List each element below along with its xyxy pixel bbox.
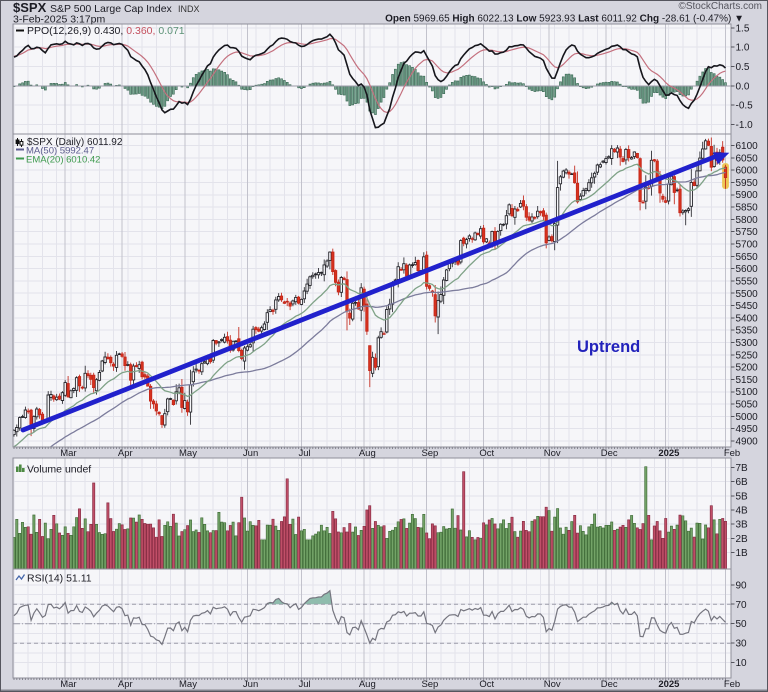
svg-text:5000: 5000 <box>736 412 759 423</box>
svg-text:-0.5: -0.5 <box>736 101 754 112</box>
svg-text:Jun: Jun <box>243 679 258 690</box>
svg-text:Feb: Feb <box>724 679 740 690</box>
svg-text:5450: 5450 <box>736 301 759 312</box>
svg-text:6B: 6B <box>736 477 749 488</box>
svg-text:Jul: Jul <box>299 448 311 459</box>
svg-text:May: May <box>179 448 197 459</box>
svg-text:-1.0: -1.0 <box>736 120 754 131</box>
svg-text:5250: 5250 <box>736 350 759 361</box>
svg-text:Apr: Apr <box>118 448 133 459</box>
svg-text:5200: 5200 <box>736 363 759 374</box>
svg-text:2025: 2025 <box>658 448 680 459</box>
svg-text:Mar: Mar <box>60 448 76 459</box>
svg-text:5150: 5150 <box>736 375 759 386</box>
svg-text:4900: 4900 <box>736 437 759 448</box>
svg-text:2B: 2B <box>736 534 749 545</box>
svg-text:Dec: Dec <box>601 679 618 690</box>
svg-text:5550: 5550 <box>736 276 759 287</box>
svg-text:Jun: Jun <box>243 448 258 459</box>
svg-text:Apr: Apr <box>118 679 133 690</box>
svg-text:Nov: Nov <box>544 679 561 690</box>
svg-text:Sep: Sep <box>421 448 438 459</box>
svg-text:5500: 5500 <box>736 289 759 300</box>
svg-text:90: 90 <box>736 580 748 591</box>
svg-text:5750: 5750 <box>736 227 759 238</box>
svg-text:Oct: Oct <box>479 448 494 459</box>
svg-text:S&P 500 Large Cap Index: S&P 500 Large Cap Index <box>50 3 173 15</box>
svg-text:May: May <box>179 679 197 690</box>
svg-text:RSI(14) 51.11: RSI(14) 51.11 <box>27 573 92 585</box>
svg-text:10: 10 <box>736 658 748 669</box>
svg-text:70: 70 <box>736 600 748 611</box>
svg-text:2025: 2025 <box>658 679 680 690</box>
svg-text:0.0: 0.0 <box>736 81 750 92</box>
svg-text:Feb: Feb <box>724 448 740 459</box>
svg-text:4950: 4950 <box>736 424 759 435</box>
svg-text:5300: 5300 <box>736 338 759 349</box>
svg-text:EMA(20) 6010.42: EMA(20) 6010.42 <box>26 155 100 166</box>
svg-text:5400: 5400 <box>736 313 759 324</box>
svg-text:INDX: INDX <box>178 4 200 14</box>
svg-text:3-Feb-2025 3:17pm: 3-Feb-2025 3:17pm <box>13 14 105 26</box>
svg-text:Dec: Dec <box>601 448 618 459</box>
svg-text:30: 30 <box>736 639 748 650</box>
svg-text:6050: 6050 <box>736 153 759 164</box>
svg-text:6000: 6000 <box>736 166 759 177</box>
svg-text:Aug: Aug <box>359 679 376 690</box>
svg-text:7B: 7B <box>736 463 749 474</box>
svg-text:6100: 6100 <box>736 141 759 152</box>
svg-text:1B: 1B <box>736 548 749 559</box>
svg-text:5650: 5650 <box>736 252 759 263</box>
svg-text:Nov: Nov <box>544 448 561 459</box>
svg-text:5700: 5700 <box>736 240 759 251</box>
svg-text:4B: 4B <box>736 506 749 517</box>
svg-text:0.5: 0.5 <box>736 62 750 73</box>
svg-text:5600: 5600 <box>736 264 759 275</box>
svg-text:Oct: Oct <box>479 679 494 690</box>
svg-text:1.0: 1.0 <box>736 43 750 54</box>
svg-text:5850: 5850 <box>736 203 759 214</box>
svg-text:Aug: Aug <box>359 448 376 459</box>
svg-text:5950: 5950 <box>736 178 759 189</box>
svg-text:Uptrend: Uptrend <box>577 338 640 356</box>
svg-text:PPO(12,26,9) 0.430, 0.360, 0.0: PPO(12,26,9) 0.430, 0.360, 0.071 <box>27 25 185 37</box>
svg-text:50: 50 <box>736 619 748 630</box>
svg-text:$SPX (Daily) 6011.92: $SPX (Daily) 6011.92 <box>27 137 123 148</box>
svg-text:Jul: Jul <box>299 679 311 690</box>
svg-text:MA(50) 5992.47: MA(50) 5992.47 <box>26 146 94 157</box>
svg-text:5050: 5050 <box>736 400 759 411</box>
svg-text:5900: 5900 <box>736 190 759 201</box>
svg-text:Open 5969.65 High 6022.13 Low: Open 5969.65 High 6022.13 Low 5923.93 La… <box>385 14 744 25</box>
svg-text:3B: 3B <box>736 520 749 531</box>
svg-text:$SPX: $SPX <box>13 0 47 15</box>
svg-text:1.5: 1.5 <box>736 23 750 34</box>
svg-text:©StockCharts.com: ©StockCharts.com <box>678 1 762 12</box>
svg-text:Mar: Mar <box>60 679 76 690</box>
svg-text:5B: 5B <box>736 491 749 502</box>
svg-text:Volume undef: Volume undef <box>27 464 91 476</box>
svg-text:Sep: Sep <box>421 679 438 690</box>
svg-text:5800: 5800 <box>736 215 759 226</box>
svg-text:5350: 5350 <box>736 326 759 337</box>
svg-text:5100: 5100 <box>736 387 759 398</box>
